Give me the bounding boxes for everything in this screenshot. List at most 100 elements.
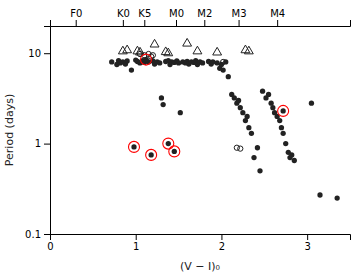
y-axis: 0.1 1 10	[25, 27, 50, 240]
point-dot	[131, 144, 136, 149]
point	[164, 48, 173, 56]
point-dot	[148, 152, 153, 157]
point	[129, 67, 134, 72]
point	[266, 92, 271, 97]
y-axis-line	[44, 27, 51, 235]
points	[109, 38, 340, 200]
tick-label: M2	[197, 8, 212, 19]
tick-mark	[239, 20, 240, 26]
point	[255, 145, 260, 150]
point-ring	[163, 138, 174, 149]
point	[246, 125, 251, 130]
point-ring	[129, 141, 140, 152]
point	[141, 54, 152, 65]
tick-mark	[44, 234, 50, 235]
point	[160, 102, 165, 107]
tick-label: 1	[35, 138, 41, 149]
tick-mark	[277, 20, 278, 26]
point	[159, 95, 164, 100]
point	[146, 149, 157, 160]
plot: 01230.1110F0K0K5M0M2M3M4	[25, 8, 350, 252]
series	[129, 54, 289, 160]
point-dot	[143, 57, 148, 62]
point-ring	[278, 105, 289, 116]
y-axis-title: Period (days)	[3, 94, 16, 166]
point	[236, 98, 241, 103]
point	[129, 141, 140, 152]
point	[238, 105, 243, 110]
point	[123, 45, 132, 53]
tick: F0	[70, 8, 82, 26]
point-dot	[172, 149, 177, 154]
x-axis: 0123	[47, 234, 350, 252]
tick-label: 10	[28, 48, 41, 59]
tick-mark	[307, 234, 308, 240]
point	[220, 59, 225, 64]
point	[279, 125, 284, 130]
tick-mark	[44, 144, 50, 145]
point	[136, 47, 145, 55]
tick-mark	[144, 20, 145, 26]
point	[283, 141, 288, 146]
tick: 1	[133, 234, 139, 252]
x-axis-line	[51, 235, 351, 241]
point	[289, 152, 294, 157]
point	[260, 89, 265, 94]
point	[240, 110, 245, 115]
point	[277, 118, 282, 123]
tick: 2	[219, 234, 225, 252]
point	[178, 110, 183, 115]
tick: K0	[117, 8, 130, 26]
tick: K5	[138, 8, 151, 26]
point-dot	[280, 108, 285, 113]
point	[109, 59, 114, 64]
tick: M0	[169, 8, 184, 26]
tick-label: M3	[232, 8, 247, 19]
tick-mark	[123, 20, 124, 26]
tick-label: 1	[133, 241, 139, 252]
tick: M2	[197, 8, 212, 26]
point-ring	[141, 54, 152, 65]
point	[257, 168, 262, 173]
top-x-axis-line	[51, 20, 351, 27]
chart: 01230.1110F0K0K5M0M2M3M4(V − I)₀Period (…	[0, 0, 364, 276]
point	[200, 60, 205, 65]
tick: M3	[232, 8, 247, 26]
point-dot	[166, 141, 171, 146]
tick-label: M4	[270, 8, 285, 19]
point-ring	[146, 149, 157, 160]
point	[270, 105, 275, 110]
point	[334, 195, 339, 200]
tick-label: F0	[70, 8, 82, 19]
tick-label: 0	[47, 241, 53, 252]
tick-mark	[136, 234, 137, 240]
tick: M4	[270, 8, 285, 26]
tick-mark	[176, 20, 177, 26]
point	[143, 57, 148, 62]
tick-label: K5	[138, 8, 151, 19]
point	[249, 131, 254, 136]
top-x-axis: F0 K0 K5 M0 M2 M3 M4	[51, 8, 351, 27]
point	[278, 105, 289, 116]
tick-mark	[76, 20, 77, 26]
point	[226, 74, 231, 79]
point	[150, 39, 159, 47]
point	[169, 146, 180, 157]
point	[157, 60, 162, 65]
tick-label: K0	[117, 8, 130, 19]
tick-mark	[44, 53, 50, 54]
point	[292, 158, 297, 163]
tick-label: 0.1	[25, 229, 41, 240]
point	[163, 138, 174, 149]
point	[183, 38, 192, 46]
point	[244, 46, 253, 54]
tick: 1	[35, 138, 50, 149]
tick-label: 2	[219, 241, 225, 252]
point	[309, 101, 314, 106]
tick: 10	[28, 48, 50, 59]
tick: 0	[47, 234, 53, 252]
series	[109, 57, 340, 201]
point-ring	[169, 146, 180, 157]
x-axis-title: (V − I)₀	[180, 260, 221, 273]
point	[213, 47, 222, 55]
